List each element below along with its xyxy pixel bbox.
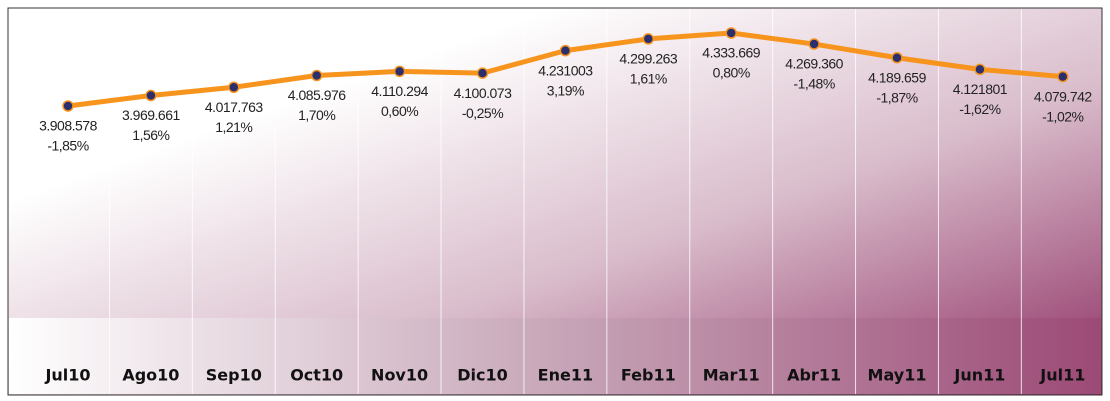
change-label: 1,56% xyxy=(132,127,169,143)
value-label: 4.017.763 xyxy=(205,99,263,115)
data-point xyxy=(1057,70,1069,83)
change-label: -1,62% xyxy=(959,101,1000,117)
x-tick-label: Jul10 xyxy=(44,366,90,385)
change-label: 1,61% xyxy=(630,71,667,87)
x-tick-label: Feb11 xyxy=(621,366,676,385)
change-label: 1,70% xyxy=(298,107,335,123)
data-point xyxy=(559,44,572,57)
data-point xyxy=(891,51,903,64)
value-label: 4.079.742 xyxy=(1034,88,1092,104)
data-point xyxy=(145,89,157,102)
change-label: 0,80% xyxy=(713,65,750,81)
change-label: 1,21% xyxy=(215,119,252,135)
x-tick-label: Mar11 xyxy=(703,366,760,385)
x-tick-label: May11 xyxy=(868,366,927,385)
change-label: -1,87% xyxy=(876,89,917,105)
value-label: 4.100.073 xyxy=(454,85,512,101)
value-label: 3.908.578 xyxy=(39,118,97,134)
value-label: 4.231003 xyxy=(538,62,593,78)
x-tick-label: Ene11 xyxy=(538,366,593,385)
x-tick-label: Dic10 xyxy=(457,366,508,385)
change-label: 0,60% xyxy=(381,103,418,119)
value-label: 4.299.263 xyxy=(619,51,677,67)
change-label: -1,85% xyxy=(47,138,88,154)
value-label: 4.333.669 xyxy=(702,45,760,61)
data-point xyxy=(642,33,655,45)
value-label: 4.110.294 xyxy=(371,83,428,99)
value-label: 4.189.659 xyxy=(868,69,926,85)
data-point xyxy=(808,38,820,50)
data-point xyxy=(725,27,737,39)
category-band xyxy=(9,318,1101,394)
data-point xyxy=(974,63,986,76)
x-tick-label: Oct10 xyxy=(290,366,343,385)
data-point xyxy=(62,100,74,112)
data-point xyxy=(228,81,240,93)
x-tick-label: Ago10 xyxy=(122,366,179,385)
x-tick-label: Jul11 xyxy=(1039,366,1085,385)
value-label: 4.121801 xyxy=(953,81,1008,97)
data-point xyxy=(393,65,406,78)
change-label: -0,25% xyxy=(462,105,503,121)
data-point xyxy=(310,69,323,82)
change-label: -1,02% xyxy=(1042,108,1083,124)
change-label: -1,48% xyxy=(793,76,834,92)
x-tick-label: Abr11 xyxy=(787,366,841,385)
x-tick-label: Jun11 xyxy=(953,366,1005,385)
value-label: 4.085.976 xyxy=(288,87,346,103)
value-label: 3.969.661 xyxy=(122,107,180,123)
change-label: 3,19% xyxy=(547,82,584,98)
x-tick-label: Nov10 xyxy=(371,366,428,385)
value-label: 4.269.360 xyxy=(785,56,843,72)
data-point xyxy=(476,67,489,79)
x-tick-label: Sep10 xyxy=(206,366,262,385)
